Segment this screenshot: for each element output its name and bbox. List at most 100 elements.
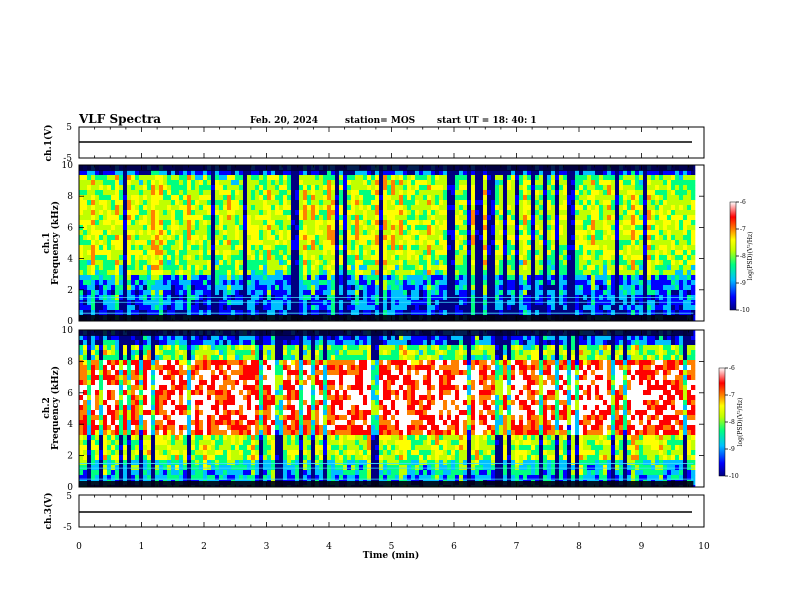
spectrogram-cell (327, 215, 332, 221)
spectrogram-cell (611, 190, 616, 196)
spectrogram-cell (327, 230, 332, 236)
spectrogram-cell (543, 235, 548, 241)
spectrogram-cell (467, 180, 472, 186)
spectrogram-cell (643, 170, 648, 176)
spectrogram-cell (491, 275, 496, 281)
spectrogram-cell (227, 310, 232, 316)
spectrogram-cell (683, 225, 688, 231)
spectrogram-cell (539, 220, 544, 226)
spectrogram-cell (335, 250, 340, 256)
spectrogram-cell (255, 210, 260, 216)
spectrogram-cell (211, 225, 216, 231)
spectrogram-cell (419, 240, 424, 246)
spectrogram-cell (435, 175, 440, 181)
spectrogram-cell (391, 235, 396, 241)
spectrogram-cell (387, 270, 392, 276)
spectrogram-cell (363, 195, 368, 201)
spectrogram-cell (267, 205, 272, 211)
spectrogram-cell (683, 290, 688, 296)
spectrogram-cell (491, 235, 496, 241)
spectrogram-cell (211, 245, 216, 251)
spectrogram-cell (99, 200, 104, 206)
spectrogram-cell (331, 305, 336, 311)
spectrogram-cell (503, 180, 508, 186)
spectrogram-cell (571, 255, 576, 261)
spectrogram-cell (275, 265, 280, 271)
spectrogram-cell (287, 180, 292, 186)
spectrogram-cell (115, 285, 120, 291)
spectrogram-cell (491, 265, 496, 271)
spectrogram-cell (103, 235, 108, 241)
spectrogram-cell (543, 215, 548, 221)
spectrogram-cell (451, 275, 456, 281)
spectrogram-cell (223, 280, 228, 286)
spectrogram-cell (111, 245, 116, 251)
spectrogram-cell (475, 175, 480, 181)
spectrogram-cell (191, 250, 196, 256)
spectrogram-cell (487, 175, 492, 181)
spectrogram-cell (159, 200, 164, 206)
spectrogram-cell (411, 265, 416, 271)
spectrogram-cell (687, 220, 692, 226)
spectrogram-cell (227, 170, 232, 176)
spectrogram-cell (667, 290, 672, 296)
spectrogram-cell (363, 225, 368, 231)
spectrogram-cell (227, 265, 232, 271)
spectrogram-cell (399, 275, 404, 281)
spectrogram-cell (263, 285, 268, 291)
spectrogram-cell (91, 260, 96, 266)
spectrogram-cell (615, 305, 620, 311)
spectrogram-cell (527, 290, 532, 296)
spectrogram-cell (531, 275, 536, 281)
spectrogram-cell (211, 215, 216, 221)
spectrogram-cell (623, 280, 628, 286)
spectrogram-cell (591, 270, 596, 276)
spectrogram-cell (271, 260, 276, 266)
spectrogram-cell (219, 255, 224, 261)
spectrogram-cell (479, 215, 484, 221)
spectrogram-cell (375, 240, 380, 246)
spectrogram-cell (575, 250, 580, 256)
spectrogram-cell (615, 230, 620, 236)
spectrogram-cell (223, 290, 228, 296)
spectrogram-cell (671, 180, 676, 186)
spectrogram-cell (227, 235, 232, 241)
spectrogram-cell (119, 235, 124, 241)
spectrogram-cell (235, 190, 240, 196)
spectrogram-cell (571, 205, 576, 211)
spectrogram-cell (383, 210, 388, 216)
spectrogram-cell (283, 310, 288, 316)
spectrogram-cell (283, 270, 288, 276)
spectrogram-cell (483, 235, 488, 241)
spectrogram-cell (159, 205, 164, 211)
spectrogram-cell (663, 225, 668, 231)
spectrogram-cell (439, 275, 444, 281)
spectrogram-cell (619, 260, 624, 266)
spectrogram-cell (319, 175, 324, 181)
spectrogram-cell (283, 275, 288, 281)
spectrogram-cell (335, 175, 340, 181)
spectrogram-cell (379, 260, 384, 266)
spectrogram-cell (171, 220, 176, 226)
spectrogram-cell (219, 265, 224, 271)
spectrogram-cell (415, 260, 420, 266)
spectrogram-cell (103, 285, 108, 291)
spectrogram-cell (519, 250, 524, 256)
spectrogram-cell (287, 270, 292, 276)
spectrogram-cell (187, 210, 192, 216)
spectrogram-cell (559, 240, 564, 246)
spectrogram-cell (435, 200, 440, 206)
spectrogram-cell (203, 190, 208, 196)
spectrogram-cell (655, 210, 660, 216)
spectrogram-cell (231, 205, 236, 211)
spectrogram-cell (403, 185, 408, 191)
spectrogram-cell (155, 265, 160, 271)
spectrogram-cell (207, 285, 212, 291)
spectrogram-cell (167, 230, 172, 236)
spectrogram-cell (659, 200, 664, 206)
spectrogram-cell (539, 280, 544, 286)
spectrogram-cell (547, 275, 552, 281)
spectrogram-cell (671, 200, 676, 206)
spectrogram-cell (207, 310, 212, 316)
spectrogram-cell (451, 260, 456, 266)
